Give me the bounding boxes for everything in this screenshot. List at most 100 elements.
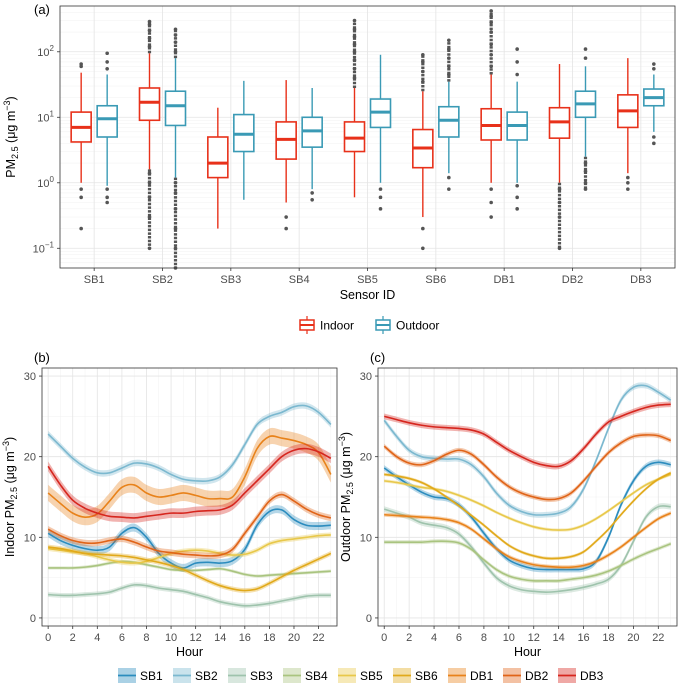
panel-b-indoor-diurnal: 0 10 20 30 0 2 4 6 8 10 12 14 16 18 20 22 (b) Hour Ind… (1, 350, 338, 659)
line-db2 (47, 493, 332, 557)
box-outdoor-sb6 (438, 38, 460, 191)
panel-a-grid (60, 6, 675, 268)
panel-b-frame (41, 367, 338, 627)
panel-a-y-title-sup: −3 (2, 100, 12, 110)
panel-a-y-title-unit: (μg m (4, 111, 18, 147)
outlier-point (378, 195, 383, 200)
series-sb2 (47, 402, 332, 485)
box-outdoor-db1 (506, 47, 528, 211)
x-tick-label: 8 (481, 632, 487, 644)
panel-c-series (383, 382, 672, 595)
y-tick-exp: 2 (50, 44, 55, 53)
ci-band-db2 (48, 491, 331, 560)
line-sb1 (47, 508, 331, 569)
x-tick-label: 4 (94, 632, 100, 644)
panel-a-x-axis-title: Sensor ID (340, 288, 396, 302)
outlier-point (652, 66, 656, 71)
box-iqr (164, 90, 187, 127)
panel-c-tag: (c) (370, 350, 385, 365)
panel-a-y-axis-title: PM2.5 (μg m−3) (2, 96, 20, 177)
legend-key-outdoor (375, 316, 391, 334)
x-tick-label: 16 (577, 632, 589, 644)
series-sb4 (48, 559, 331, 578)
panel-b-tag: (b) (34, 350, 50, 365)
y-tick-base: 10 (37, 112, 49, 124)
legend-label-outdoor: Outdoor (396, 319, 439, 333)
series-db3 (47, 443, 332, 523)
ci-band-sb4 (384, 539, 671, 583)
x-tick-label: 18 (602, 632, 614, 644)
outlier-point (447, 175, 451, 180)
line-sb6 (384, 472, 672, 560)
y-tick-exp: −1 (45, 240, 55, 249)
box-iqr (438, 105, 460, 138)
box-indoor-db2 (548, 64, 571, 251)
outlier-point (652, 141, 656, 146)
y-tick-label: 10−1 (33, 240, 55, 255)
x-tick-label: 16 (239, 632, 251, 644)
outlier-point (105, 195, 109, 200)
line-db2 (383, 434, 672, 501)
x-tick-label-sb3: SB3 (220, 274, 241, 286)
outlier-point (652, 62, 656, 66)
panel-c-y-title-sup: −3 (337, 436, 347, 446)
outlier-point (652, 135, 656, 139)
outlier-point (421, 226, 425, 231)
line-sb2 (383, 384, 672, 516)
panel-c-y-title-main: Outdoor PM (339, 495, 353, 562)
outlier-point (378, 187, 383, 191)
outlier-point (515, 60, 519, 64)
panel-c-y-ticks: 0 10 20 30 (360, 371, 378, 625)
panel-b-y-title-sup: −3 (1, 441, 11, 451)
outlier-point (79, 62, 83, 66)
box-indoor-sb1 (70, 62, 92, 231)
outlier-point (489, 215, 493, 219)
legend-item-sb5: SB5 (338, 668, 383, 683)
legend-item-db2: DB2 (503, 668, 549, 683)
line-db3 (47, 447, 332, 519)
line-sb3 (383, 505, 671, 593)
outlier-point (421, 246, 425, 251)
outlier-point (352, 18, 357, 23)
outlier-point (626, 180, 630, 185)
y-tick-label: 10 (24, 532, 36, 544)
x-tick-label: 2 (406, 632, 412, 644)
outlier-point (310, 197, 314, 202)
outlier-point (105, 200, 109, 205)
y-tick-label: 30 (24, 371, 36, 383)
legend-item-db1: DB1 (448, 668, 494, 683)
panel-b-x-axis-title: Hour (176, 645, 203, 659)
panel-a-x-ticks: SB1 SB2 SB3 SB4 SB5 SB6 DB1 DB2 DB3 (84, 268, 652, 286)
y-tick-exp: 1 (50, 109, 55, 118)
legend-label-sb2: SB2 (195, 669, 218, 683)
y-tick-label: 20 (24, 452, 36, 464)
x-tick-label: 12 (190, 632, 202, 644)
x-tick-label-db1: DB1 (493, 274, 514, 286)
series-db1 (384, 511, 672, 570)
line-db1 (384, 512, 672, 569)
box-outdoor-sb5 (369, 54, 392, 211)
panel-b-grid (42, 368, 337, 626)
legend-label-indoor: Indoor (320, 319, 354, 333)
line-sb6 (48, 546, 332, 592)
outlier-point (105, 187, 109, 191)
panel-a-y-title-close: ) (4, 96, 18, 100)
panel-b-y-title-main: Indoor PM (3, 499, 17, 557)
series-db2 (47, 491, 332, 560)
line-sb3 (48, 583, 331, 607)
series-sb4 (384, 539, 672, 583)
y-tick-base: 10 (33, 243, 45, 255)
outlier-point (284, 226, 288, 231)
x-tick-label-sb1: SB1 (84, 274, 105, 286)
x-tick-label-db3: DB3 (630, 274, 651, 286)
series-sb1 (47, 505, 331, 572)
x-tick-label: 8 (143, 632, 149, 644)
y-tick-label: 100 (37, 175, 54, 190)
outlier-point (515, 72, 519, 77)
panel-c-x-ticks: 0 2 4 6 8 10 12 14 16 18 20 22 (381, 626, 664, 644)
legend-item-sb2: SB2 (173, 668, 218, 683)
panel-c-frame (377, 367, 678, 627)
legend-key-indoor (299, 316, 315, 334)
